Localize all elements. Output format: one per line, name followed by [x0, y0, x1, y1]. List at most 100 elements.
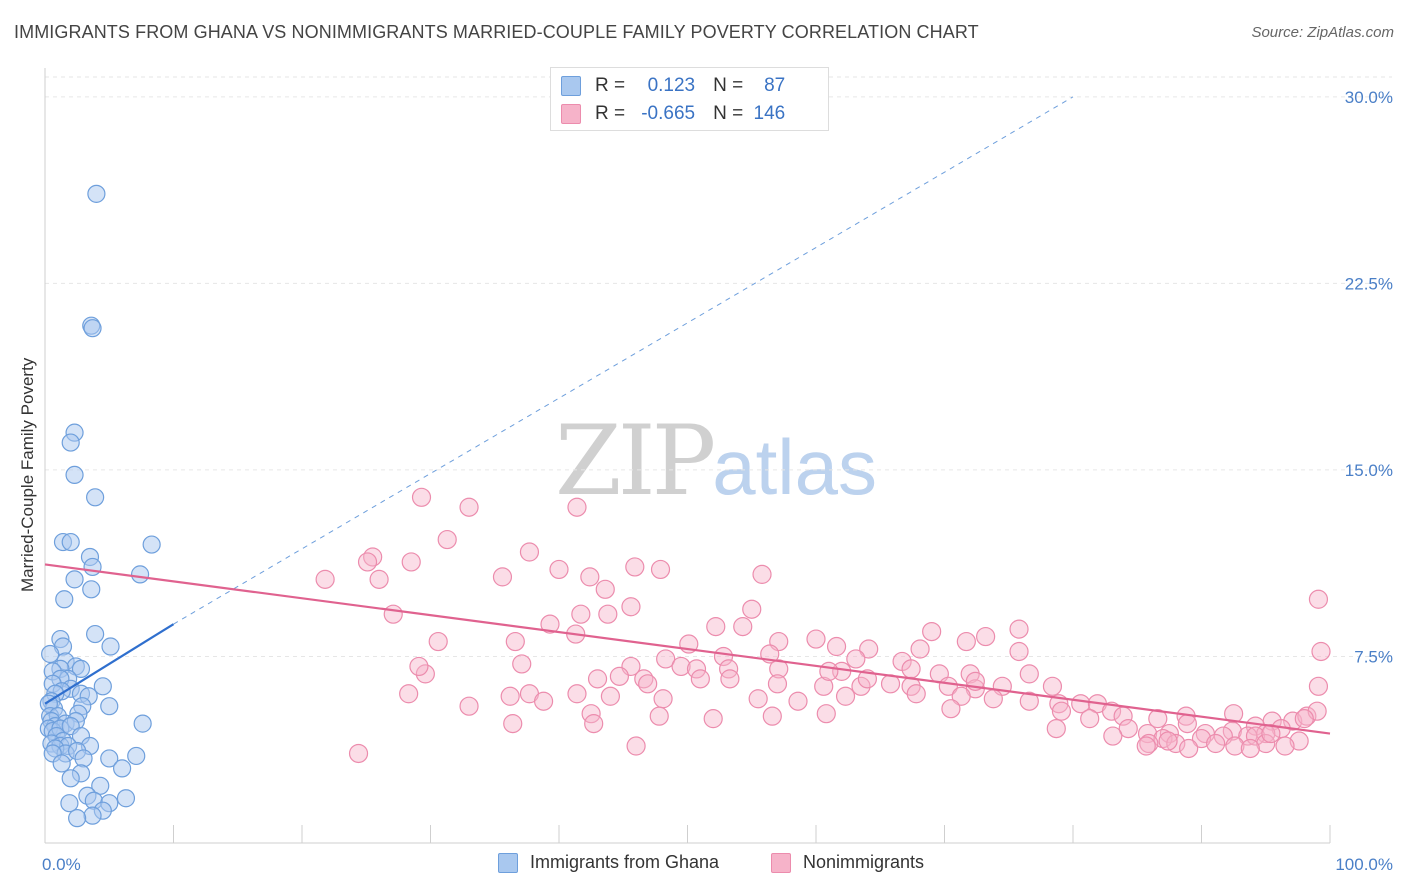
- nonimmigrant-point: [567, 497, 587, 517]
- nonimmigrant-point: [383, 604, 403, 624]
- nonimmigrant-point: [713, 646, 734, 667]
- immigrant-point: [41, 644, 60, 664]
- legend-item-immigrants[interactable]: Immigrants from Ghana: [498, 852, 719, 873]
- nonimmigrant-point: [1289, 731, 1309, 751]
- nonimmigrant-point: [851, 676, 871, 696]
- legend-swatch-blue-icon: [498, 852, 518, 873]
- nonimmigrant-point: [638, 674, 658, 694]
- nonimmigrant-point: [625, 557, 645, 577]
- nonimmigrant-point: [906, 684, 926, 704]
- nonimmigrant-point: [1080, 709, 1100, 729]
- immigrant-point: [61, 769, 80, 788]
- nonimmigrant-point: [415, 664, 435, 684]
- immigrant-point: [87, 184, 106, 203]
- immigrant-point: [65, 570, 84, 589]
- nonimmigrant-point: [369, 569, 389, 589]
- nonimmigrant-point: [348, 743, 369, 764]
- nonimmigrant-point: [806, 629, 826, 649]
- immigrant-point: [133, 714, 152, 733]
- immigrant-point: [130, 565, 150, 584]
- nonimmigrant-point: [595, 579, 615, 599]
- nonimmigrant-point: [656, 649, 676, 669]
- immigrant-point: [142, 535, 161, 554]
- nonimmigrant-point: [1256, 733, 1276, 754]
- gridlines: [45, 76, 1392, 657]
- nonimmigrant-point: [686, 659, 707, 679]
- immigrant-trend-extension: [173, 96, 1074, 625]
- nonimmigrant-point: [621, 597, 641, 617]
- immigrant-trend-line: [44, 623, 175, 705]
- stats-legend: R = 0.123 N = 87 R = -0.665 N = 146: [550, 67, 829, 131]
- nonimmigrant-point: [1042, 676, 1063, 696]
- nonimmigrant-point: [411, 487, 432, 507]
- nonimmigrant-point: [1261, 723, 1281, 744]
- nonimmigrant-point: [1206, 733, 1226, 754]
- nonimmigrant-point: [1177, 714, 1197, 734]
- nonimmigrant-point: [357, 552, 378, 572]
- nonimmigrant-point: [767, 674, 788, 694]
- y-tick-label: 22.5%: [1345, 274, 1393, 293]
- nonimmigrant-point: [315, 569, 335, 589]
- nonimmigrant-point: [814, 676, 834, 696]
- r-value: 0.123: [647, 75, 696, 96]
- immigrant-point: [112, 759, 132, 778]
- nonimmigrant-point: [1308, 676, 1329, 696]
- nonimmigrant-point: [1148, 709, 1168, 729]
- nonimmigrant-point: [769, 659, 789, 679]
- nonimmigrant-point: [1294, 709, 1314, 729]
- watermark-zip: ZIP: [555, 405, 716, 517]
- nonimmigrant-point: [584, 714, 604, 734]
- r-value: -0.665: [641, 103, 696, 124]
- nonimmigrant-point: [922, 621, 942, 642]
- y-tick-label: 7.5%: [1354, 647, 1393, 666]
- nonimmigrant-point: [1275, 736, 1295, 756]
- nonimmigrant-point: [459, 497, 479, 517]
- chart-title: IMMIGRANTS FROM GHANA VS NONIMMIGRANTS M…: [14, 22, 979, 42]
- nonimmigrant-point: [567, 684, 587, 704]
- nonimmigrant-point: [409, 656, 429, 677]
- nonimmigrant-point: [956, 631, 976, 652]
- nonimmigrant-point: [941, 699, 961, 719]
- nonimmigrant-point: [1139, 733, 1159, 754]
- immigrant-point: [61, 532, 80, 552]
- immigrant-point: [61, 433, 80, 452]
- legend-item-nonimmigrants[interactable]: Nonimmigrants: [771, 852, 924, 873]
- legend-label: Nonimmigrants: [803, 852, 925, 872]
- immigrant-point: [65, 465, 84, 485]
- r-label: R =: [595, 75, 626, 96]
- immigrant-point: [100, 697, 119, 716]
- nonimmigrant-point: [1118, 718, 1138, 739]
- immigrant-point: [82, 580, 101, 599]
- nonimmigrant-point: [1046, 718, 1066, 739]
- nonimmigrant-point: [835, 686, 856, 706]
- nonimmigrant-point: [437, 529, 457, 550]
- nonimmigrant-point: [816, 704, 836, 724]
- nonimmigrant-point: [1297, 706, 1317, 726]
- y-tick-label: 15.0%: [1345, 461, 1393, 480]
- watermark: ZIPatlas: [555, 405, 877, 517]
- nonimmigrant-point: [1159, 723, 1179, 744]
- nonimmigrant-point: [1245, 726, 1266, 746]
- nonimmigrant-point: [1051, 701, 1072, 721]
- nonimmigrant-point: [505, 631, 525, 652]
- nonimmigrant-point: [1308, 589, 1329, 609]
- series-nonimmigrants-points: [315, 487, 1331, 764]
- nonimmigrant-point: [1009, 619, 1029, 639]
- nonimmigrant-point: [649, 706, 669, 726]
- nonimmigrant-point: [519, 542, 540, 562]
- nonimmigrant-point: [690, 669, 710, 689]
- nonimmigrant-point: [742, 599, 762, 619]
- swatch-pink-icon: [561, 104, 581, 124]
- nonimmigrant-point: [1153, 728, 1173, 749]
- nonimmigrant-point: [733, 617, 753, 637]
- nonimmigrant-point: [859, 639, 879, 659]
- nonimmigrant-point: [600, 686, 621, 706]
- nonimmigrant-point: [1222, 721, 1242, 741]
- nonimmigrant-point: [503, 714, 523, 734]
- immigrant-point: [83, 319, 102, 338]
- nonimmigrant-point: [500, 686, 520, 706]
- legend-swatch-pink-icon: [771, 852, 791, 873]
- nonimmigrant-point: [788, 691, 808, 711]
- immigrant-point: [101, 637, 120, 656]
